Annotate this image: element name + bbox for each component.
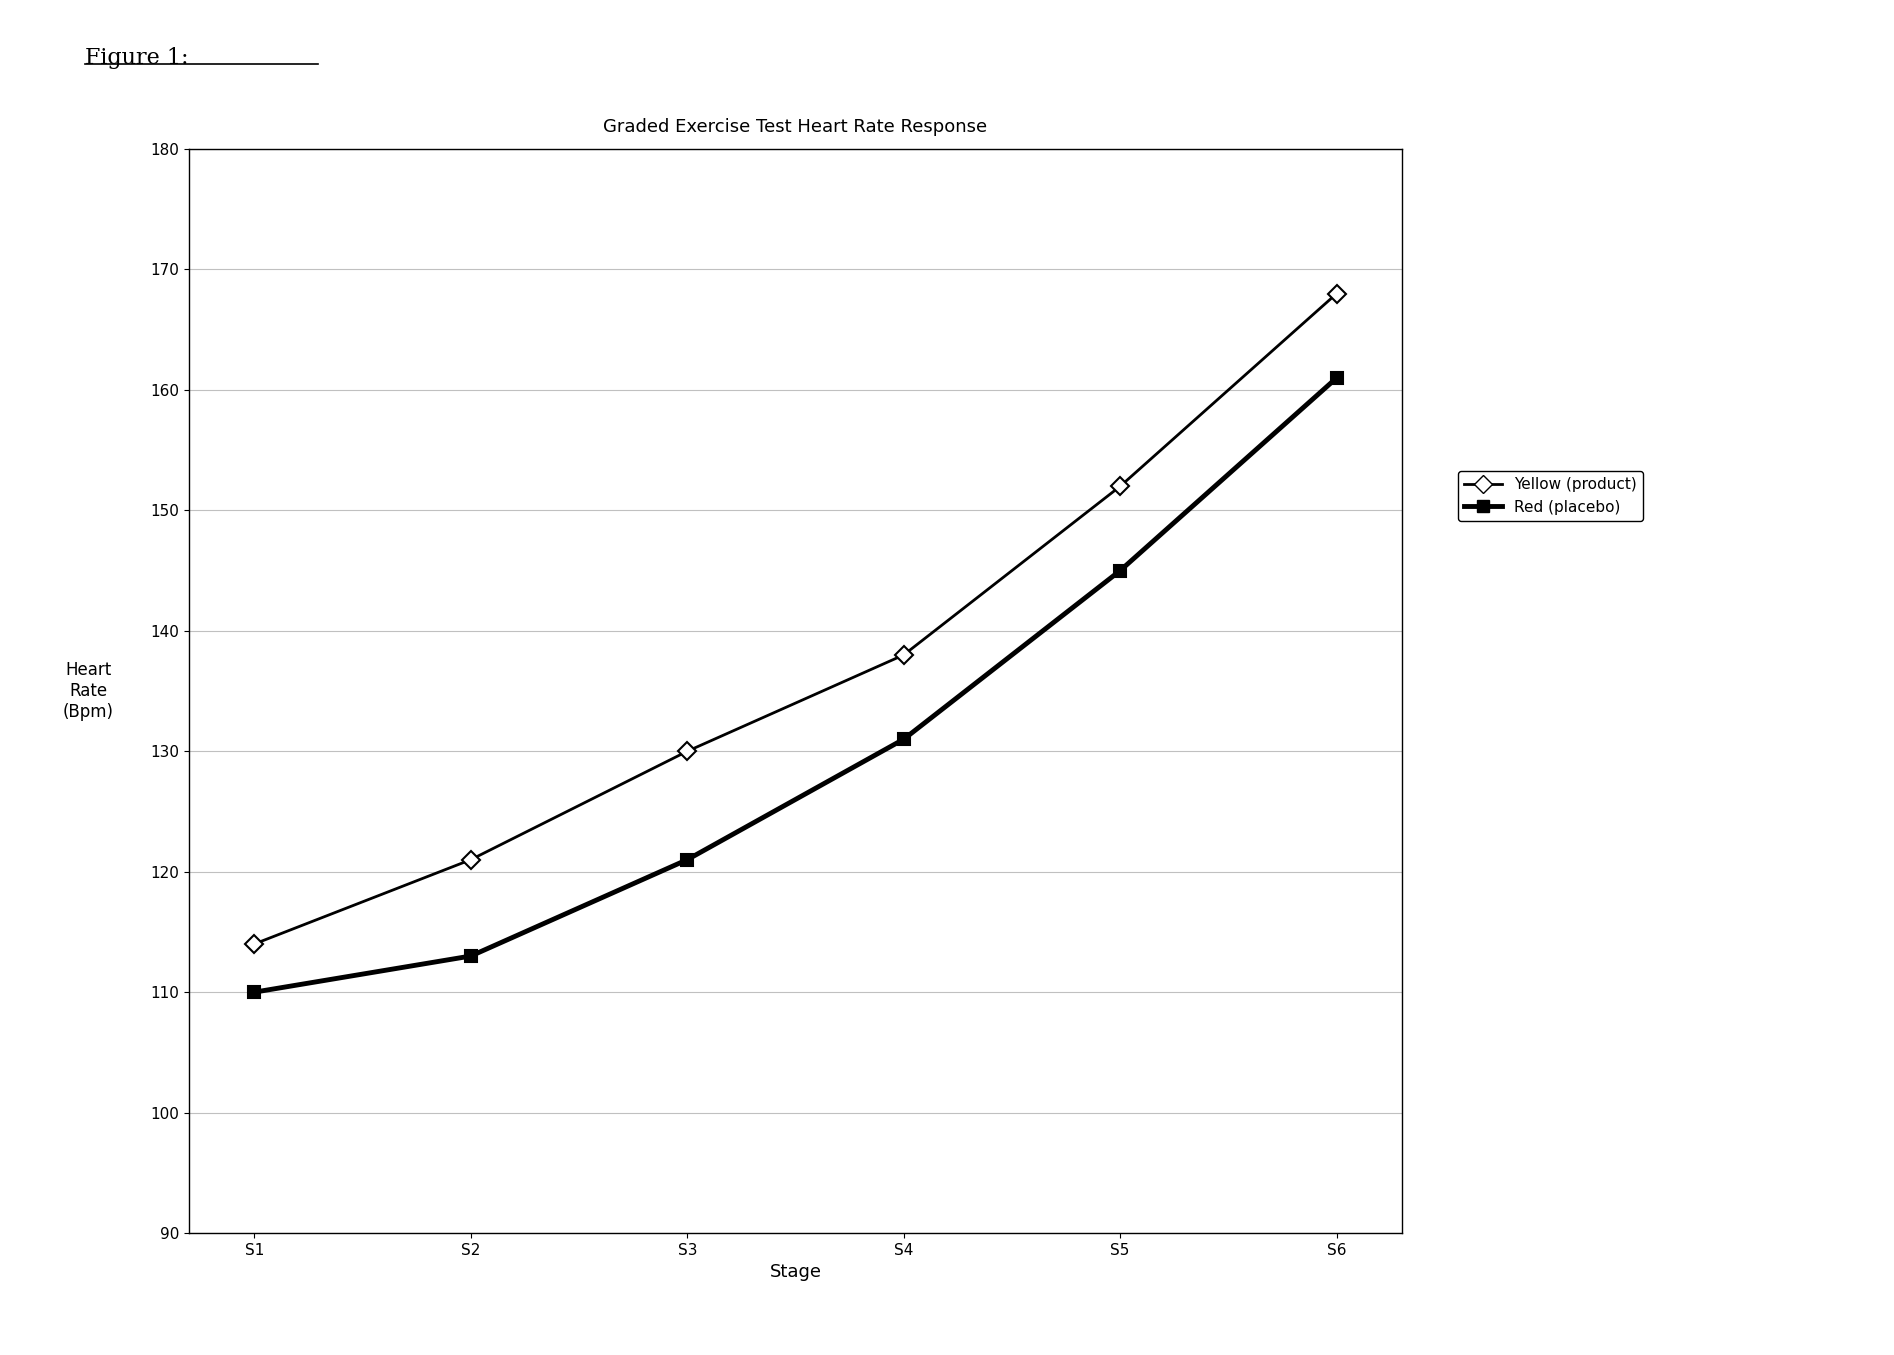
Yellow (product) [1108,478,1131,495]
Red (placebo) [676,851,699,867]
Y-axis label: Heart
Rate
(Bpm): Heart Rate (Bpm) [63,661,114,721]
Yellow (product) [892,646,915,663]
Yellow (product) [242,936,265,953]
Red (placebo) [242,984,265,1000]
Line: Red (placebo): Red (placebo) [248,371,1343,999]
Yellow (product) [676,743,699,759]
X-axis label: Stage: Stage [769,1263,822,1282]
Line: Yellow (product): Yellow (product) [248,287,1343,950]
Yellow (product) [460,851,483,867]
Red (placebo) [892,732,915,748]
Legend: Yellow (product), Red (placebo): Yellow (product), Red (placebo) [1458,472,1644,520]
Yellow (product) [1326,286,1349,302]
Title: Graded Exercise Test Heart Rate Response: Graded Exercise Test Heart Rate Response [604,118,987,137]
Red (placebo) [1326,370,1349,386]
Text: Figure 1:: Figure 1: [85,47,189,69]
Red (placebo) [460,948,483,965]
Red (placebo) [1108,562,1131,579]
